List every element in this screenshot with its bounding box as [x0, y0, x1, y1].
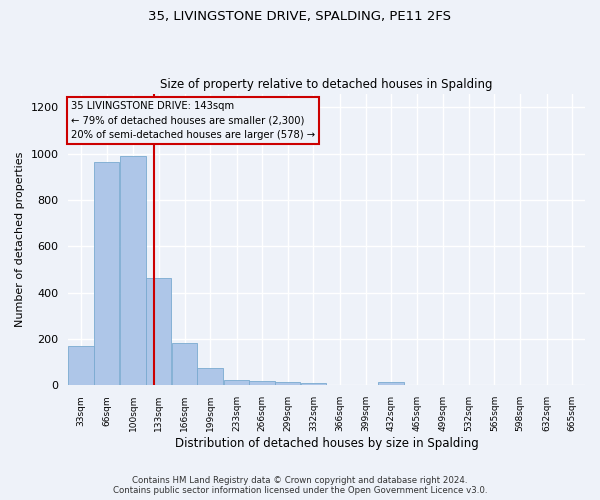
X-axis label: Distribution of detached houses by size in Spalding: Distribution of detached houses by size … — [175, 437, 479, 450]
Bar — [94, 162, 119, 386]
Text: Contains HM Land Registry data © Crown copyright and database right 2024.
Contai: Contains HM Land Registry data © Crown c… — [113, 476, 487, 495]
Bar — [172, 342, 197, 386]
Text: 35, LIVINGSTONE DRIVE, SPALDING, PE11 2FS: 35, LIVINGSTONE DRIVE, SPALDING, PE11 2F… — [149, 10, 452, 23]
Bar — [275, 382, 300, 386]
Bar — [121, 156, 146, 386]
Y-axis label: Number of detached properties: Number of detached properties — [15, 152, 25, 327]
Bar — [197, 368, 223, 386]
Bar — [146, 278, 172, 386]
Bar — [250, 381, 275, 386]
Title: Size of property relative to detached houses in Spalding: Size of property relative to detached ho… — [160, 78, 493, 91]
Bar — [68, 346, 94, 386]
Bar — [301, 383, 326, 386]
Bar — [224, 380, 249, 386]
Bar — [379, 382, 404, 386]
Text: 35 LIVINGSTONE DRIVE: 143sqm
← 79% of detached houses are smaller (2,300)
20% of: 35 LIVINGSTONE DRIVE: 143sqm ← 79% of de… — [71, 100, 315, 140]
